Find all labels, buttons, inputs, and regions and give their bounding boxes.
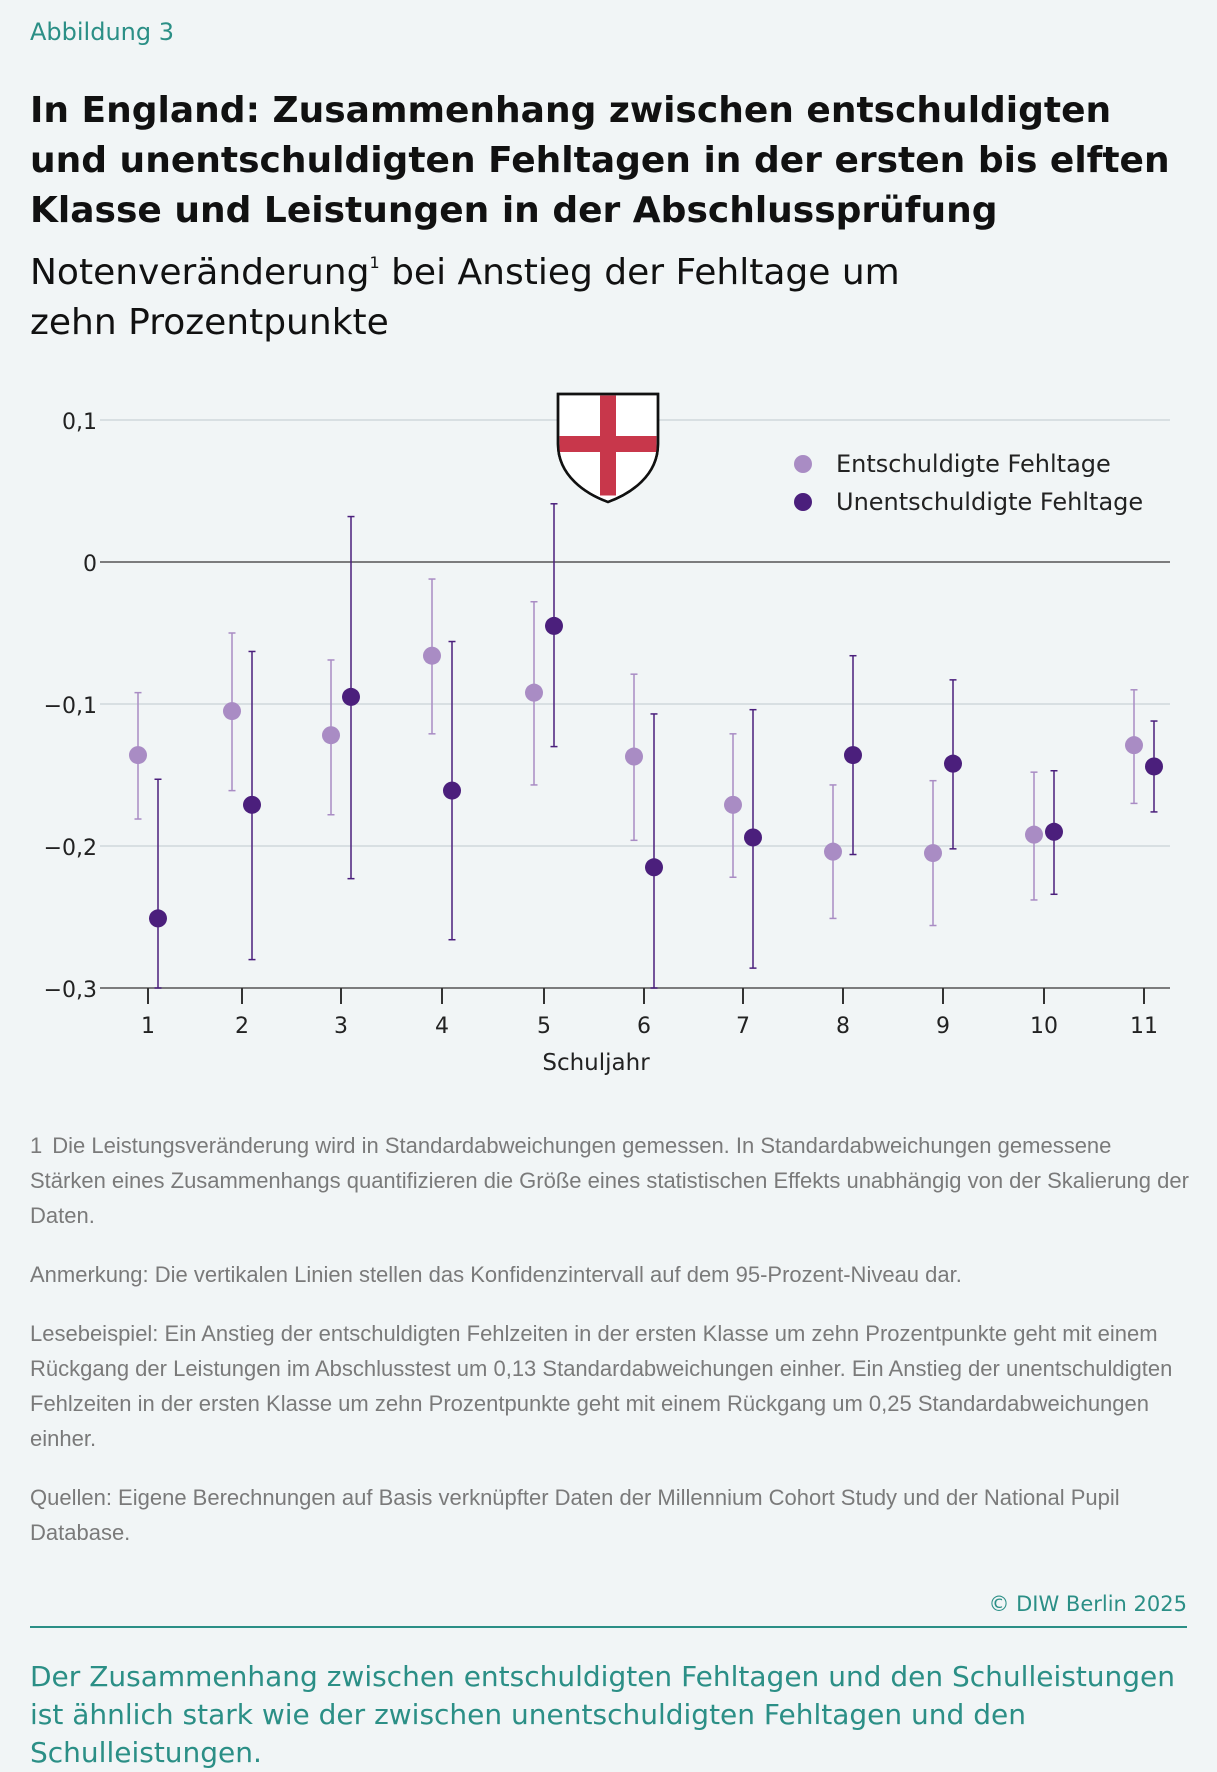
x-tick-label: 5 [537,1014,551,1039]
data-point [545,616,563,635]
footnote: 1 Die Leistungsveränderung wird in Standa… [30,1128,1190,1233]
sources: Quellen: Eigene Berechnungen auf Basis v… [30,1485,1120,1545]
divider [30,1626,1187,1628]
x-tick-label: 11 [1130,1014,1158,1039]
axis-layer: 0,1 0 −0,1 −0,2 −0,3 1 2 3 4 5 6 7 8 9 10 11 Schuljahr [44,410,1158,1076]
subtitle-text-rest: bei Anstieg der Fehltage um zehn Prozent… [30,252,900,343]
legend-label: Unentschuldigte Fehltage [836,488,1143,516]
x-tick-label: 9 [936,1014,950,1039]
data-point [223,702,241,721]
data-point [342,687,360,706]
reading-example: Lesebeispiel: Ein Anstieg der entschuldi… [30,1321,1173,1451]
data-point [744,828,762,847]
data-point [149,909,167,928]
data-point [844,746,862,765]
x-tick-label: 4 [435,1014,449,1039]
x-tick-label: 6 [637,1014,651,1039]
notes-block: 1 Die Leistungsveränderung wird in Standa… [30,1128,1190,1574]
copyright: © DIW Berlin 2025 [988,1592,1187,1616]
data-point [129,746,147,765]
legend-marker [794,493,812,511]
data-point [1045,822,1063,841]
data-point [645,858,663,877]
data-point [322,726,340,745]
y-tick-label: −0,2 [44,836,97,861]
x-tick-label: 3 [334,1014,348,1039]
data-point [243,795,261,814]
data-point [423,646,441,665]
data-point [924,844,942,863]
data-point [625,747,643,766]
data-point [1025,825,1043,844]
series-2 [149,503,1163,989]
chart-title: In England: Zusammenhang zwischen entsch… [30,90,1170,231]
x-tick-label: 1 [141,1014,155,1039]
footnote-number: 1 [30,1133,43,1158]
figure-label: Abbildung 3 [30,18,175,46]
footnote-text: Die Leistungsveränderung wird in Standar… [30,1133,1189,1228]
marks-layer [129,503,1163,989]
x-tick-label: 8 [836,1014,850,1039]
data-point [944,754,962,773]
data-point [1145,757,1163,776]
legend: Entschuldigte Fehltage Unentschuldigte Fe… [794,450,1143,516]
takeaway-text: Der Zusammenhang zwischen entschuldigten… [30,1660,1176,1769]
series-1 [129,578,1143,927]
legend-label: Entschuldigte Fehltage [836,450,1111,478]
subtitle-footnote-marker: 1 [369,253,380,272]
subtitle-text: Notenveränderung [30,252,370,293]
y-tick-label: 0 [83,552,97,577]
y-tick-label: 0,1 [62,410,97,435]
data-point [724,795,742,814]
chart-subtitle: Notenveränderung1 bei Anstieg der Fehlta… [30,238,930,348]
chart-svg: 0,1 0 −0,1 −0,2 −0,3 1 2 3 4 5 6 7 8 9 10 11 Schuljahr E… [44,392,1170,1076]
y-tick-label: −0,1 [44,694,97,719]
data-point [824,842,842,861]
england-shield-icon [556,392,660,504]
legend-marker [794,455,812,473]
data-point [1125,736,1143,755]
x-axis-label: Schuljahr [542,1050,650,1076]
note: Anmerkung: Die vertikalen Linien stellen… [30,1262,962,1287]
x-tick-label: 7 [736,1014,750,1039]
data-point [525,683,543,702]
y-tick-label: −0,3 [44,978,97,1003]
x-tick-label: 2 [235,1014,249,1039]
data-point [443,781,461,800]
x-tick-label: 10 [1030,1014,1058,1039]
